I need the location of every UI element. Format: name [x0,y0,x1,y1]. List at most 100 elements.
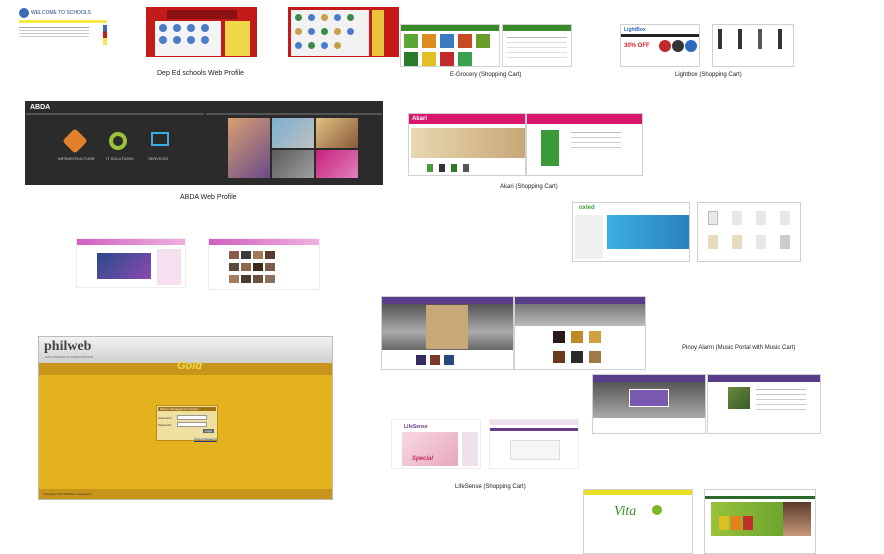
pinoy-albums-hero [515,304,645,326]
oxled-hero [607,215,689,249]
egrocery-cart-header [503,25,571,31]
philweb-logo: philweb [44,339,92,354]
pinoy-album-row [416,355,426,365]
deped-banner [167,10,237,19]
deped-thumb-schools[interactable] [146,7,257,57]
lifesense-cart-box [510,440,560,460]
deped-text-lines [19,27,89,28]
philweb-username-input[interactable] [177,415,207,420]
philweb-thumb-login[interactable]: philweb DATA PRODUCTS CORPORATION Gold P… [38,336,333,500]
philweb-login-button[interactable]: Login [203,429,215,433]
akari-product-header [527,114,642,124]
abda-gallery-photo-2 [272,118,314,148]
abda-thumb-home[interactable]: ABDA INFRASTRUCTURE IT SOLUTIONS SERVICE… [25,101,205,185]
lifesense-thumb-cart[interactable] [489,419,579,469]
egrocery-thumb-home[interactable] [400,24,500,67]
abda-nav [26,113,204,115]
vita-product-boxes [719,516,729,530]
oxled-thumb-home[interactable]: oxled [572,202,690,262]
lifesense-cart-header [490,420,578,425]
lifesense-cart-nav [490,428,578,431]
pinoy-thumb-login[interactable] [592,374,706,434]
philweb-password-input[interactable] [177,422,207,427]
vita-logo: Vita [614,504,637,519]
pinoy-center-panel [426,305,468,349]
pinoy-detail-lines [756,389,806,390]
philweb-panel-title: Partner Management System [158,407,216,411]
caption-lifesense: LifeSense (Shopping Cart) [455,484,526,490]
philweb-footer [39,489,332,499]
lightbox-sale: 30% OFF [624,43,650,49]
akari-thumb-home[interactable]: Akari [408,113,526,176]
akari-logo: Akari [412,116,428,122]
caption-akari: Akari (Shopping Cart) [500,184,558,190]
egrocery-header [401,25,499,31]
lifesense-special: Special [412,456,434,462]
lightbox-list-items [718,29,722,49]
akari-header [409,114,525,124]
deped-side-panel [225,21,250,56]
deped-list-side [372,10,384,56]
pinoy-detail-header [708,375,820,382]
deped-thumb-list[interactable] [288,7,399,57]
lightbox-logo: LightBox [624,27,646,33]
abda-service-3: SERVICES [148,156,169,161]
pink-header [77,239,185,245]
abda-gear-icon [109,132,127,150]
abda-gallery-nav [206,113,382,115]
philweb-subtitle: DATA PRODUCTS CORPORATION [45,355,94,359]
vita-leaf-icon [652,505,662,515]
egrocery-products [404,34,418,48]
pink-thumb-gallery[interactable] [208,238,320,290]
egrocery-thumb-cart[interactable] [502,24,572,67]
caption-egrocery: E-Grocery (Shopping Cart) [450,72,522,78]
deped-yellow-bar [19,20,107,23]
vita-thumb-home[interactable]: Vita [583,489,693,554]
philweb-username-label: Username [158,416,172,420]
lightbox-products [659,40,671,52]
caption-pinoy: Pinoy Alarm (Music Portal with Music Car… [682,345,796,351]
pink-video [97,253,151,279]
abda-service-1: INFRASTRUCTURE [58,156,95,161]
caption-abda: ABDA Web Profile [180,194,237,201]
philweb-gold-band [39,363,332,375]
philweb-password-label: Password [158,423,172,427]
pinoy-albums-header [515,297,645,304]
abda-logo: ABDA [30,104,51,111]
deped-seal-icon [19,8,29,18]
pink-gallery-photos [229,251,239,259]
abda-gallery-photo-5 [316,150,358,178]
egrocery-cart-lines [507,37,567,38]
pinoy-thumb-albums[interactable] [514,296,646,370]
lightbox-nav [621,34,699,37]
caption-deped: Dep Ed schools Web Profile [157,70,245,77]
pinoy-thumb-home[interactable] [381,296,514,370]
abda-gallery-photo-3 [316,118,358,148]
vita-thumb-products[interactable] [704,489,816,554]
deped-header-text: WELCOME TO SCHOOLS [31,10,91,16]
lifesense-thumb-home[interactable]: LifeSense Special [391,419,481,469]
lightbox-thumb-home[interactable]: LightBox 30% OFF [620,24,700,67]
vita-products-header [705,490,815,496]
philweb-header [39,337,332,363]
vita-products-nav [705,496,815,499]
akari-products [427,164,433,172]
deped-list-area [291,10,369,56]
abda-thumb-gallery[interactable] [205,101,383,185]
oxled-thumb-products[interactable] [697,202,801,262]
pinoy-detail-image [728,387,750,409]
philweb-gold-title: Gold [177,360,203,372]
abda-service-2: IT SOLUTIONS [106,156,134,161]
abda-gallery-photo-4 [272,150,314,178]
pinoy-login-header [593,375,705,382]
pinoy-thumb-detail[interactable] [707,374,821,434]
akari-thumb-product[interactable] [526,113,643,176]
oxled-logo: oxled [579,205,595,211]
abda-monitor-icon [151,132,169,146]
lifesense-side [462,432,478,466]
vita-header [584,490,692,495]
philweb-forgot-link[interactable]: Forgot Password [194,437,217,441]
deped-thumb-home[interactable]: WELCOME TO SCHOOLS [16,4,108,62]
pink-thumb-video[interactable] [76,238,186,288]
lightbox-thumb-list[interactable] [712,24,794,67]
